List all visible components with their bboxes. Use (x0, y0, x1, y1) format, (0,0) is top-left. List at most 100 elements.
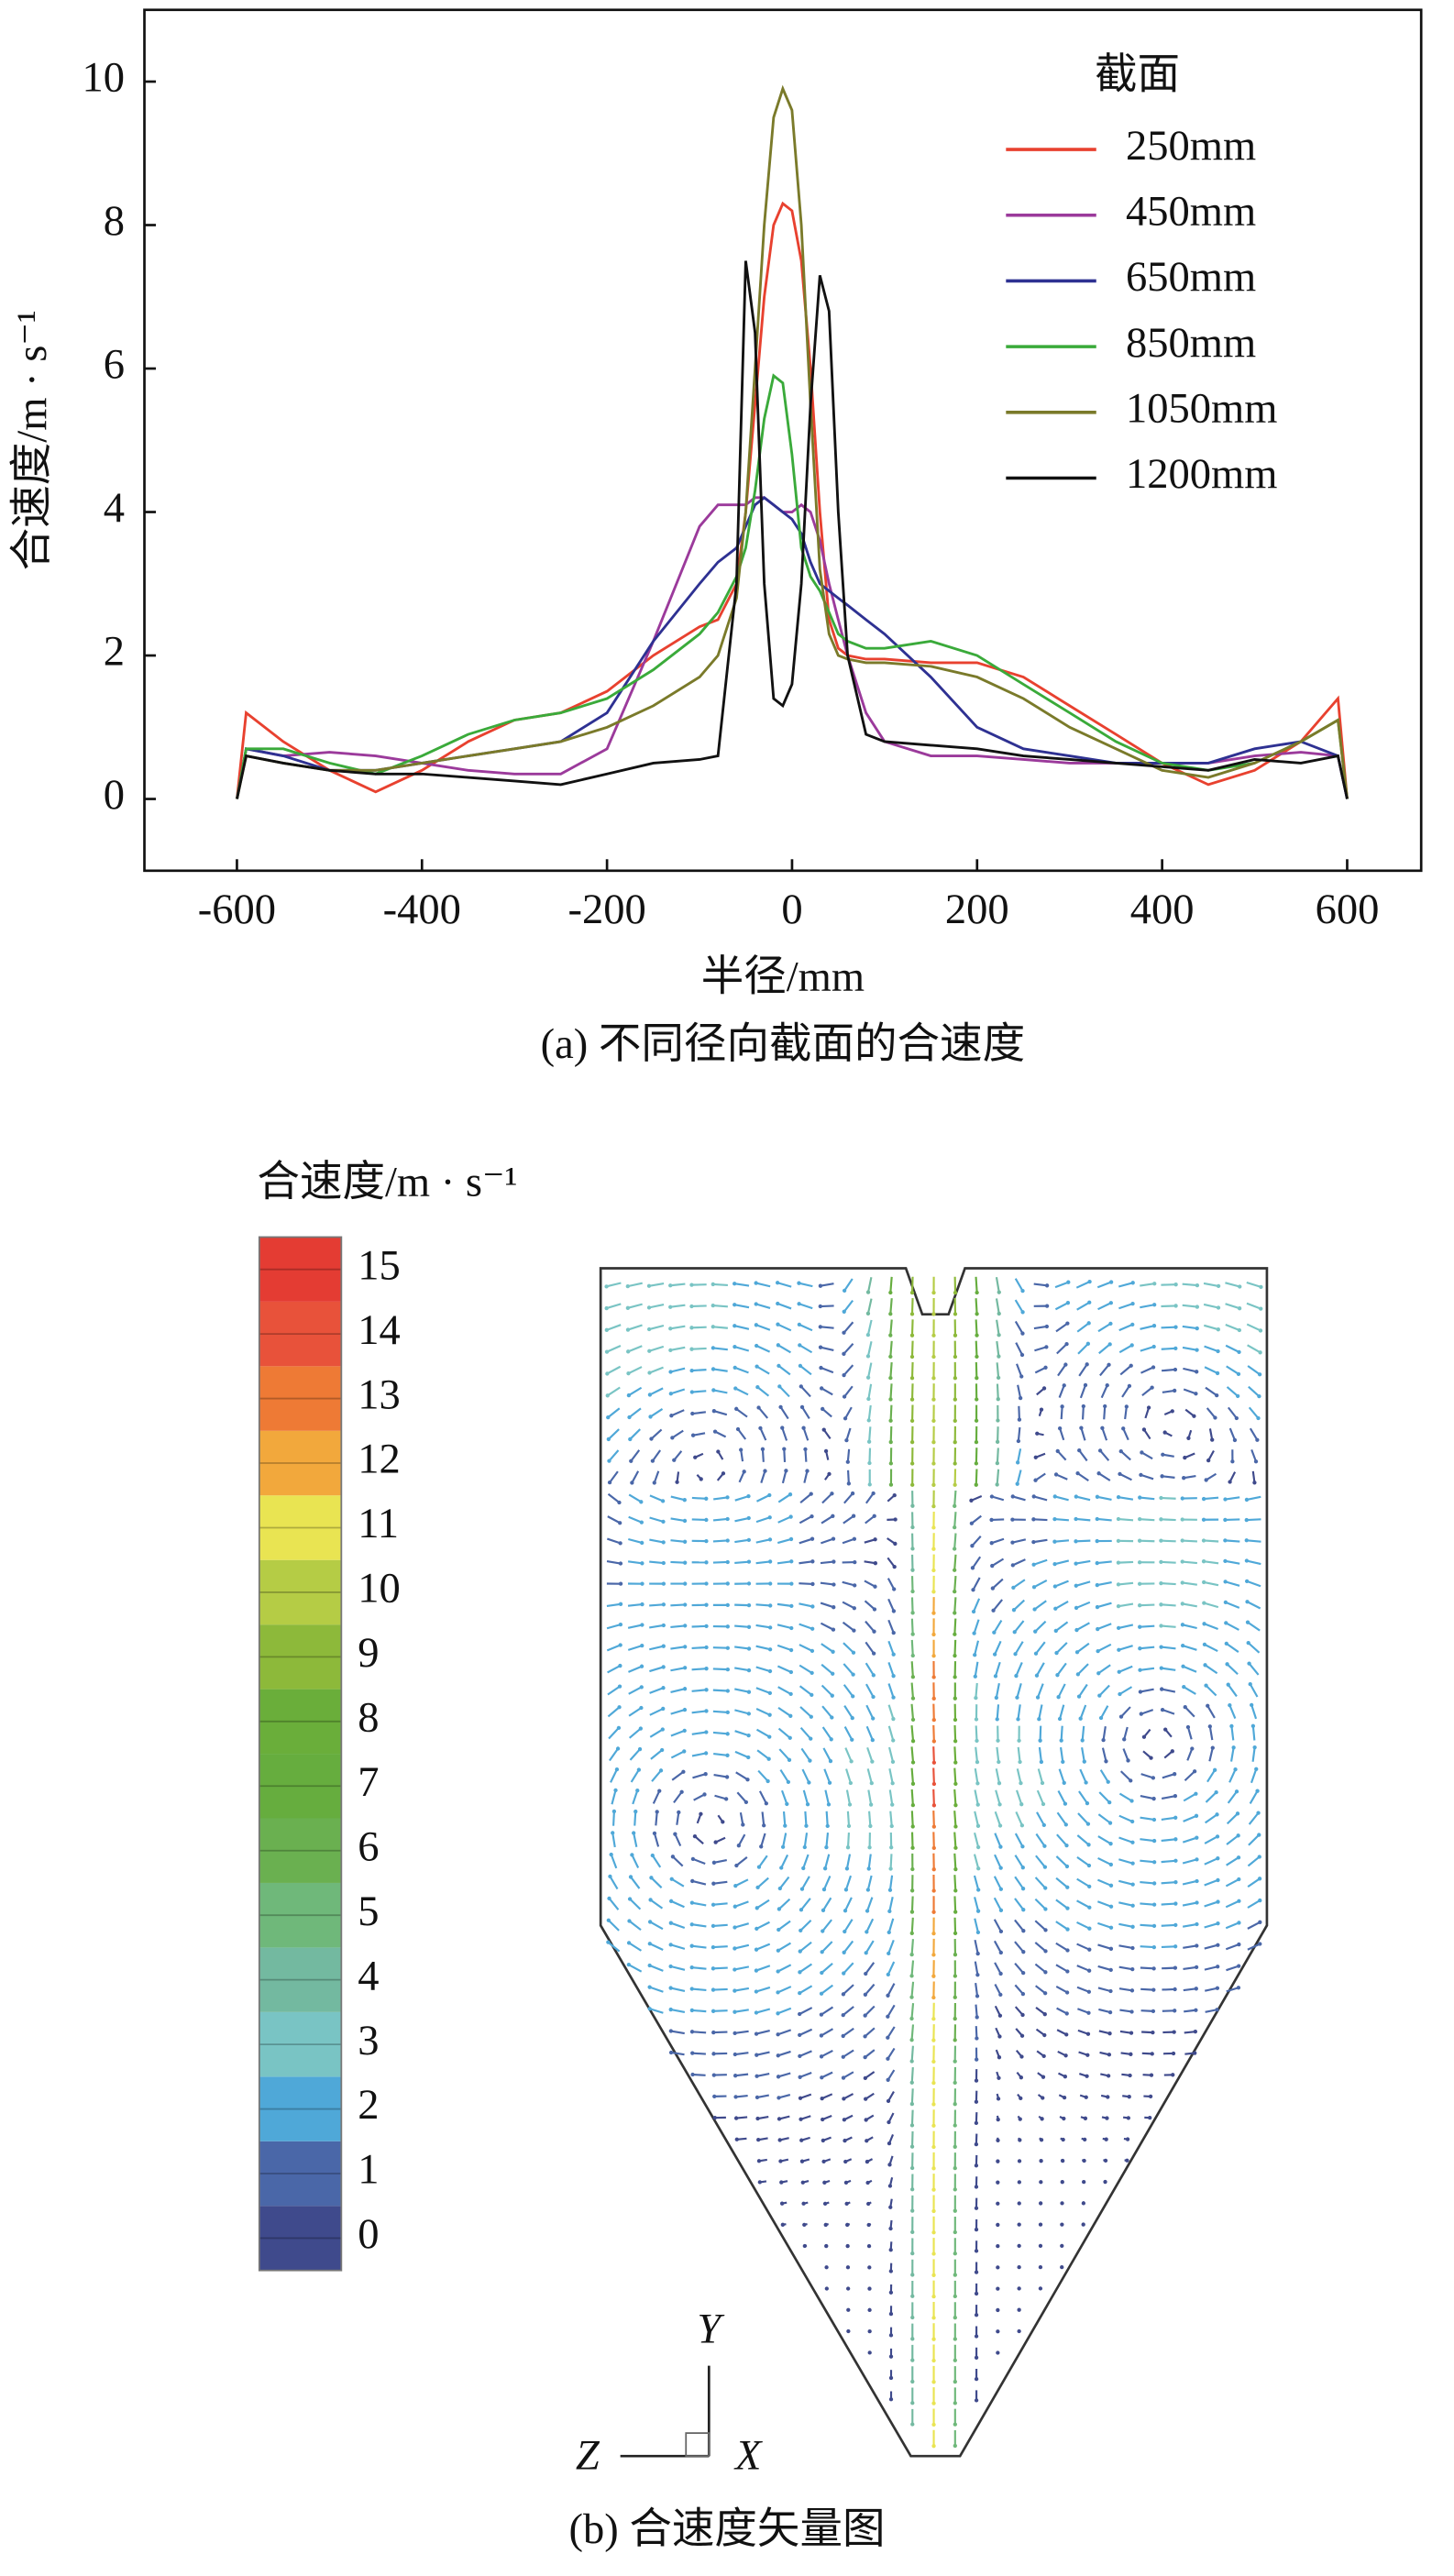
vector-head (683, 1666, 688, 1670)
vector-head (712, 1429, 718, 1434)
vector-arrow (887, 1683, 895, 1698)
vector-head (1011, 1608, 1017, 1613)
vector-arrow (610, 1854, 618, 1869)
vector-arrow (1182, 1879, 1197, 1886)
colorbar-tick-label: 4 (358, 1953, 379, 1999)
vector-arrow (995, 1276, 1000, 1293)
colorbar-tick-label: 3 (358, 2018, 379, 2064)
vector-arrow (734, 1922, 750, 1929)
vector-arrow (1140, 2009, 1153, 2012)
vector-head (910, 1866, 915, 1872)
vector-head (1140, 1450, 1144, 1455)
vector-head (710, 1325, 715, 1329)
vector-arrow (1012, 1538, 1027, 1544)
vector-arrow (777, 2072, 791, 2078)
vector-head (1216, 1349, 1220, 1354)
vector-arrow (1096, 1581, 1112, 1587)
vector-arrow (1121, 1385, 1130, 1398)
vector-head (893, 1541, 898, 1547)
vector-head (910, 2422, 915, 2427)
vector-arrow (1055, 1621, 1069, 1632)
vector-head (976, 1888, 981, 1892)
vector-arrow (627, 1560, 643, 1565)
vector-arrow (712, 1347, 728, 1351)
vector-arrow (1183, 1665, 1197, 1673)
vector-arrow (1203, 1580, 1219, 1587)
vector-arrow (1249, 1790, 1259, 1804)
vector-head (1237, 1306, 1242, 1311)
vector-head (953, 1995, 957, 1999)
vector-arrow (865, 1940, 875, 1954)
vector-arrow (714, 1794, 727, 1800)
vector-arrow (777, 1323, 792, 1332)
vector-head (996, 2350, 1000, 2355)
vector-head (842, 1309, 846, 1314)
vector-head (734, 2137, 739, 2141)
vector-head (1095, 1560, 1099, 1566)
vector-head (975, 1290, 979, 1295)
vector-head (755, 2095, 760, 2100)
vector-head (1117, 1647, 1121, 1652)
vector-head (974, 2291, 979, 2296)
vector-head (1037, 1717, 1041, 1722)
vector-head (1055, 1448, 1060, 1454)
vector-head (1063, 1362, 1068, 1367)
vector-head (711, 2073, 716, 2077)
vector-head (1031, 1585, 1037, 1590)
vector-head (843, 2159, 848, 2164)
vector-arrow (1118, 1496, 1134, 1501)
vector-arrow (953, 1875, 957, 1891)
vector-head (1118, 1714, 1124, 1719)
vector-arrow (996, 1362, 1000, 1378)
vector-arrow (1097, 1302, 1112, 1311)
vector-head (1152, 1303, 1157, 1307)
vector-head (804, 1823, 809, 1828)
vector-arrow (756, 2072, 770, 2077)
vector-head (606, 1437, 611, 1442)
vector-arrow (758, 1855, 768, 1868)
vector-head (786, 1779, 791, 1785)
vector-arrow (1055, 1921, 1069, 1931)
vector-head (683, 1560, 688, 1565)
vector-head (1044, 1304, 1050, 1308)
vector-arrow (778, 1385, 790, 1398)
vector-head (668, 1348, 673, 1352)
vector-arrow (1249, 1427, 1259, 1441)
vector-head (767, 1734, 772, 1739)
vector-arrow (1225, 1303, 1240, 1310)
vector-arrow (996, 1319, 1000, 1336)
vector-head (1181, 1664, 1185, 1668)
vector-arrow (608, 1727, 620, 1740)
vector-arrow (712, 1517, 728, 1522)
vector-head (953, 2358, 957, 2362)
vector-arrow (735, 1771, 749, 1781)
vector-head (1151, 1776, 1156, 1780)
vector-head (733, 2052, 737, 2057)
vector-arrow (865, 1962, 876, 1975)
vector-arrow (607, 1941, 621, 1953)
vector-head (1151, 2030, 1155, 2035)
vector-arrow (670, 1987, 686, 1992)
vector-arrow (821, 1492, 833, 1504)
vector-head (755, 2074, 759, 2078)
vector-arrow (779, 1406, 789, 1420)
vector-head (1096, 1471, 1101, 1476)
vector-head (626, 1963, 631, 1967)
vector-head (820, 2075, 824, 2080)
vector-head (864, 2118, 868, 2122)
vector-head (756, 1865, 762, 1869)
vector-head (997, 1802, 1002, 1807)
vector-arrow (1034, 1620, 1047, 1633)
vector-arrow (653, 1833, 660, 1847)
vector-arrow (887, 1725, 895, 1741)
vector-arrow (866, 1298, 873, 1315)
vector-head (1087, 1884, 1092, 1889)
vector-head (1255, 1437, 1260, 1442)
vector-head (1042, 1991, 1048, 1996)
vector-arrow (889, 1298, 893, 1315)
vector-arrow (1140, 1603, 1155, 1607)
vector-arrow (670, 1325, 686, 1330)
vector-arrow (1122, 1427, 1129, 1441)
vector-arrow (756, 2051, 770, 2056)
vector-head (1258, 1942, 1262, 1946)
